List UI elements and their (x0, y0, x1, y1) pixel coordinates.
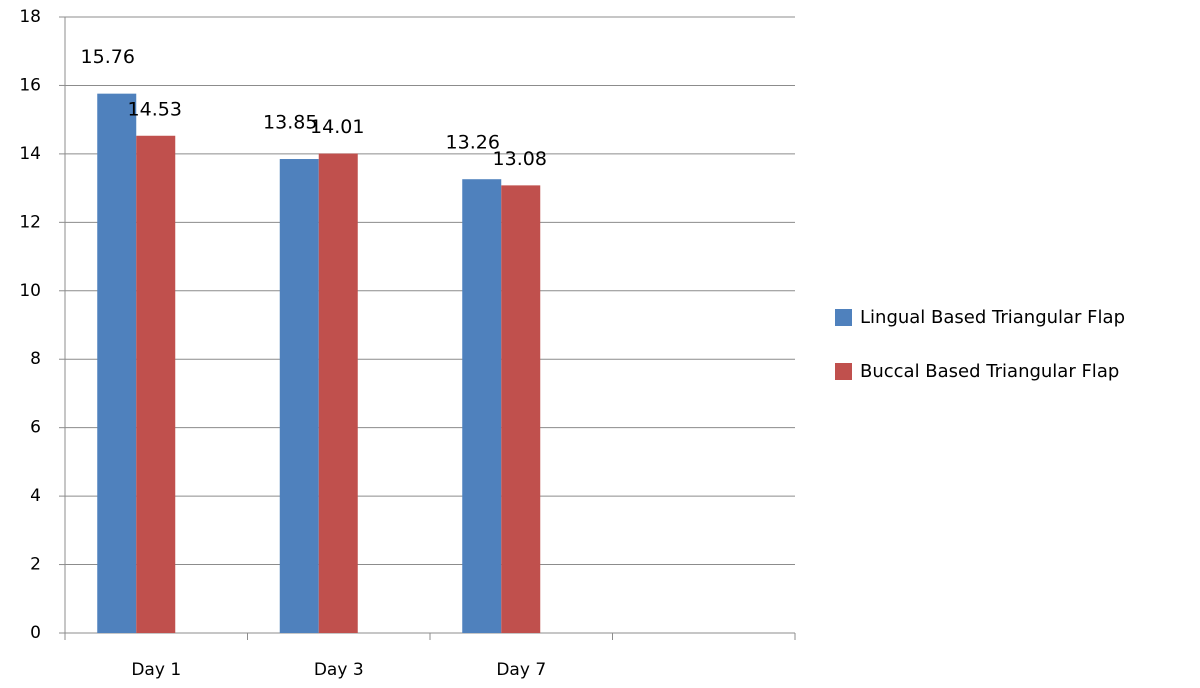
y-tick-label: 6 (30, 418, 41, 438)
bar (501, 185, 541, 633)
y-tick-label: 14 (19, 144, 41, 164)
y-tick-label: 10 (19, 281, 41, 301)
y-tick-label: 8 (30, 349, 41, 369)
x-tick-label: Day 7 (496, 660, 546, 680)
x-tick-label: Day 1 (131, 660, 181, 680)
y-tick-label: 0 (30, 623, 41, 643)
y-tick-label: 18 (19, 7, 41, 27)
legend-swatch (835, 363, 852, 380)
bar (136, 135, 176, 634)
legend-label: Lingual Based Triangular Flap (860, 307, 1125, 328)
bar (97, 93, 137, 633)
value-label: 14.01 (310, 116, 364, 138)
y-tick-label: 16 (19, 75, 41, 95)
value-label: 13.26 (446, 132, 500, 154)
bar (462, 179, 502, 634)
legend-label: Buccal Based Triangular Flap (860, 361, 1119, 382)
value-label: 13.85 (263, 112, 317, 134)
legend-swatch (835, 309, 852, 326)
x-tick-label: Day 3 (314, 660, 364, 680)
value-label: 13.08 (493, 148, 547, 170)
value-label: 14.53 (128, 98, 182, 120)
y-tick-label: 4 (30, 486, 41, 506)
bar (318, 153, 358, 633)
bar (279, 159, 319, 633)
y-tick-label: 12 (19, 212, 41, 232)
y-tick-label: 2 (30, 555, 41, 575)
value-label: 15.76 (81, 46, 135, 68)
